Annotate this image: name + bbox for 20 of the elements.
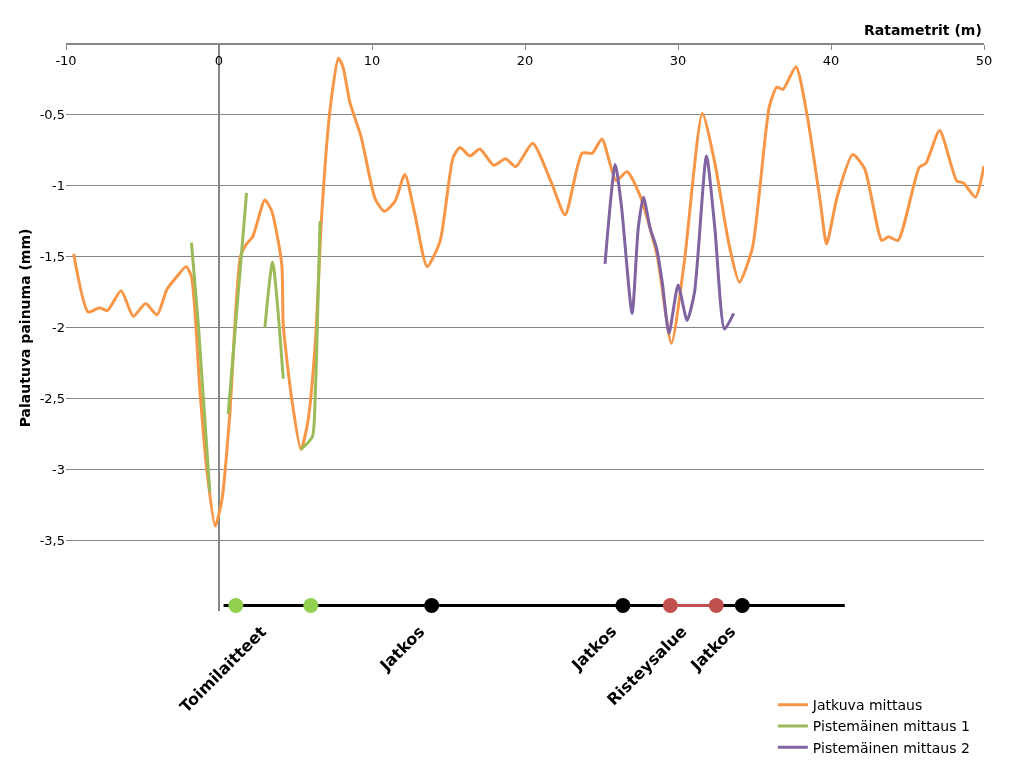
- x-tick-label: 10: [363, 53, 381, 69]
- x-axis-title: Ratametrit (m): [864, 22, 982, 38]
- x-tick-label: 40: [822, 53, 840, 69]
- y-tick-label: -2: [52, 320, 65, 336]
- x-tick-label: 0: [214, 53, 224, 69]
- legend-label: Jatkuva mittaus: [811, 697, 923, 714]
- x-tick-label: 50: [975, 53, 993, 69]
- line-series: [603, 154, 736, 335]
- y-tick-label: -1: [52, 178, 65, 194]
- legend-label: Pistemäinen mittaus 1: [812, 718, 970, 735]
- x-tick-label: 30: [669, 53, 687, 69]
- x-tick-label: -10: [55, 53, 77, 69]
- y-tick-label: -3,5: [39, 532, 65, 548]
- x-tick-label: 20: [516, 53, 534, 69]
- y-axis-title: Palautuva painuma (mm): [17, 228, 34, 428]
- y-tick-label: -1,5: [39, 249, 65, 265]
- legend-label: Pistemäinen mittaus 2: [812, 739, 970, 756]
- y-tick-label: -0,5: [39, 107, 65, 123]
- y-tick-label: -2,5: [39, 391, 65, 407]
- y-tick-label: -3: [52, 461, 65, 477]
